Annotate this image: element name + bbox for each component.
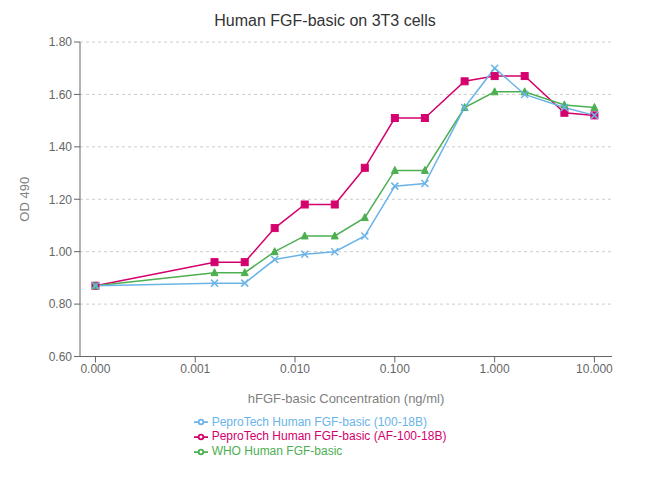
svg-text:1.40: 1.40 [49, 140, 73, 154]
html-text:PeproTech Human FGF-basic (AF-: PeproTech Human FGF-basic (AF-100-18B) [211, 429, 447, 444]
svg-text:1.000: 1.000 [480, 362, 510, 376]
svg-text:1.20: 1.20 [49, 193, 73, 207]
svg-text:0.000: 0.000 [80, 362, 110, 376]
html-text:Human FGF-basic on 3T3 cells: Human FGF-basic on 3T3 cells [214, 12, 436, 29]
svg-text:0.010: 0.010 [280, 362, 310, 376]
svg-text:OD 490: OD 490 [17, 177, 32, 222]
svg-text:1.60: 1.60 [49, 88, 73, 102]
svg-text:0.001: 0.001 [180, 362, 210, 376]
svg-text:hFGF-basic Concentration (ng/m: hFGF-basic Concentration (ng/ml) [248, 391, 445, 406]
svg-text:0.60: 0.60 [49, 350, 73, 364]
html-text:WHO Human FGF-basic: WHO Human FGF-basic [211, 444, 343, 459]
svg-text:0.80: 0.80 [49, 297, 73, 311]
svg-text:10.000: 10.000 [576, 362, 613, 376]
svg-text:1.80: 1.80 [49, 35, 73, 49]
svg-text:0.100: 0.100 [380, 362, 410, 376]
html-text:PeproTech Human FGF-basic (100: PeproTech Human FGF-basic (100-18B) [211, 414, 427, 429]
svg-text:1.00: 1.00 [49, 245, 73, 259]
